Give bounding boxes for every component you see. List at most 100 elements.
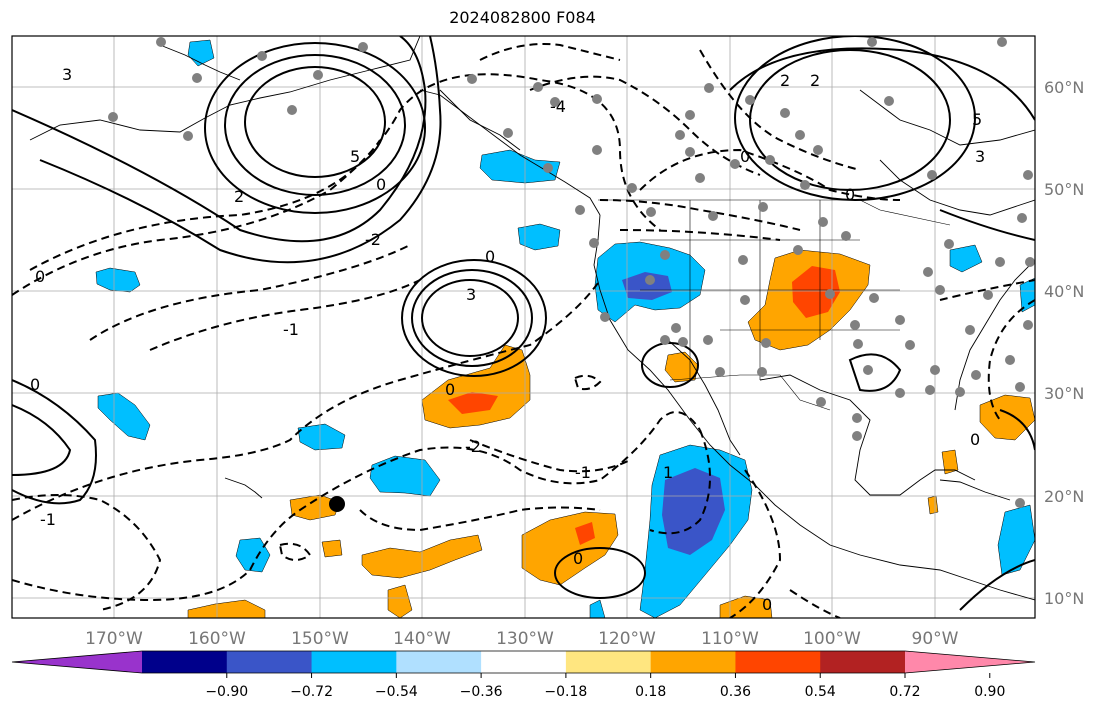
contour-solid: [848, 353, 902, 392]
negative-anomaly-region: [997, 504, 1035, 576]
contour-label: 3: [466, 285, 476, 304]
negative-anomaly-region: [297, 423, 346, 451]
contour-solid: [204, 42, 426, 214]
colorbar-tick-label: −0.54: [375, 684, 418, 700]
contour-label: 0: [970, 430, 980, 449]
contour-label: -4: [550, 97, 566, 116]
negative-anomaly-region: [235, 537, 271, 573]
negative-anomaly-region: [97, 392, 151, 441]
contour-solid: [401, 259, 547, 377]
colorbar-segment: [565, 651, 652, 673]
lon-label-110w: 110°W: [701, 629, 759, 649]
colorbar-tick-label: −0.36: [460, 684, 503, 700]
lat-label-30n: 30°N: [1044, 384, 1084, 403]
colorbar-segment: [650, 651, 736, 673]
contour-label: -2: [465, 437, 481, 456]
colorbar-segment: [820, 651, 906, 673]
positive-anomaly-region: [321, 539, 343, 558]
lon-label-140w: 140°W: [393, 629, 451, 649]
colorbar-tick-label: 0.36: [720, 684, 751, 700]
colorbar-outline: [11, 650, 1036, 674]
strong-positive-region: [792, 266, 840, 318]
contour-label: 3: [975, 147, 985, 166]
lon-label-130w: 130°W: [496, 629, 554, 649]
negative-anomaly-region: [589, 599, 606, 618]
colorbar-tick-label: 0.18: [635, 684, 666, 700]
colorbar-segment: [226, 651, 313, 673]
colorbar: −0.90 −0.72 −0.54 −0.36 −0.18 0.18 0.36 0.54 0.7…: [11, 650, 1036, 700]
contour-label: 0: [30, 375, 40, 394]
lon-label-160w: 160°W: [188, 629, 246, 649]
colorbar-segment: [396, 651, 482, 673]
strong-positive-region: [575, 522, 595, 545]
colorbar-extension-high: [905, 651, 1035, 673]
negative-anomaly-region: [949, 244, 983, 273]
colorbar-extension-low: [12, 651, 142, 673]
positive-anomaly-region: [421, 344, 531, 429]
contour-dashed-lines: [12, 43, 1035, 618]
positive-anomaly-region: [187, 599, 266, 618]
lon-label-120w: 120°W: [598, 629, 656, 649]
latitude-labels: 60°N 50°N 40°N 30°N 20°N 10°N: [1044, 78, 1084, 608]
positive-anomaly-region: [927, 495, 939, 515]
lat-label-10n: 10°N: [1044, 589, 1084, 608]
contour-solid: [12, 36, 427, 243]
contour-label: 2: [810, 71, 820, 90]
lat-label-50n: 50°N: [1044, 180, 1084, 199]
lon-label-100w: 100°W: [803, 629, 861, 649]
colorbar-tick-label: 0.90: [974, 684, 1005, 700]
strong-positive-region: [448, 392, 498, 414]
contour-label: -1: [283, 320, 299, 339]
contour-solid: [734, 36, 976, 201]
contour-label: 2: [780, 71, 790, 90]
colorbar-segment: [735, 651, 821, 673]
colorbar-segment: [142, 651, 228, 673]
contour-solid: [999, 409, 1035, 451]
colorbar-tick-label: −0.90: [205, 684, 248, 700]
contour-label: 0: [485, 247, 495, 266]
colorbar-tick-label: 0.72: [889, 684, 920, 700]
lat-label-40n: 40°N: [1044, 282, 1084, 301]
contour-label: 0: [35, 267, 45, 286]
contour-label: -2: [365, 230, 381, 249]
lat-label-60n: 60°N: [1044, 78, 1084, 97]
contour-solid: [641, 342, 699, 388]
contour-solid: [12, 379, 97, 505]
contour-label: 0: [445, 380, 455, 399]
contour-label: -1: [40, 510, 56, 529]
shading-layer: [95, 39, 1035, 618]
contour-label: 3: [62, 65, 72, 84]
positive-anomaly-region: [521, 511, 619, 586]
contour-solid: [749, 49, 951, 191]
contour-solid: [12, 404, 72, 476]
positive-anomaly-region: [941, 449, 959, 475]
contour-solid: [244, 66, 386, 178]
contour-solid: [939, 209, 1035, 241]
colorbar-tick-label: 0.54: [805, 684, 836, 700]
map-background: [12, 36, 1035, 618]
contour-solid: [411, 269, 533, 367]
contour-labels: 3 2 5 0 -2 -4 0 2 2 0 -1 0 3 0 -2 -1 1 -…: [30, 65, 985, 614]
colorbar-segment: [481, 651, 567, 673]
contour-label: 2: [234, 187, 244, 206]
colorbar-segment: [311, 651, 397, 673]
lon-label-170w: 170°W: [85, 629, 143, 649]
contour-solid: [39, 36, 442, 264]
contour-solid: [421, 279, 519, 357]
positive-anomaly-region: [387, 584, 413, 618]
colorbar-tick-label: −0.72: [290, 684, 333, 700]
map-frame: [11, 35, 1036, 619]
point-of-interest-marker: [329, 496, 345, 512]
contour-solid: [554, 547, 646, 599]
contour-label: 5: [350, 147, 360, 166]
contour-label: 0: [573, 549, 583, 568]
map-title: 2024082800 F084: [449, 8, 596, 27]
negative-anomaly-region: [517, 223, 561, 251]
contour-label: 0: [845, 185, 855, 204]
strong-negative-region: [622, 272, 672, 300]
contour-label: 1: [663, 463, 673, 482]
contour-solid: [729, 47, 1035, 121]
contour-label: 0: [762, 595, 772, 614]
colorbar-tick-label: −0.18: [544, 684, 587, 700]
